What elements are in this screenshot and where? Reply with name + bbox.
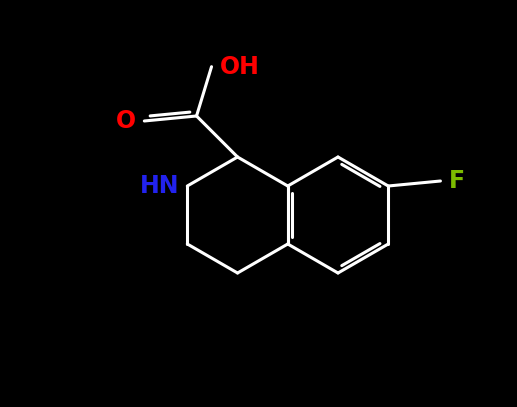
Text: OH: OH bbox=[220, 55, 260, 79]
Text: F: F bbox=[448, 169, 465, 193]
Text: O: O bbox=[116, 109, 136, 133]
Text: HN: HN bbox=[140, 174, 179, 198]
